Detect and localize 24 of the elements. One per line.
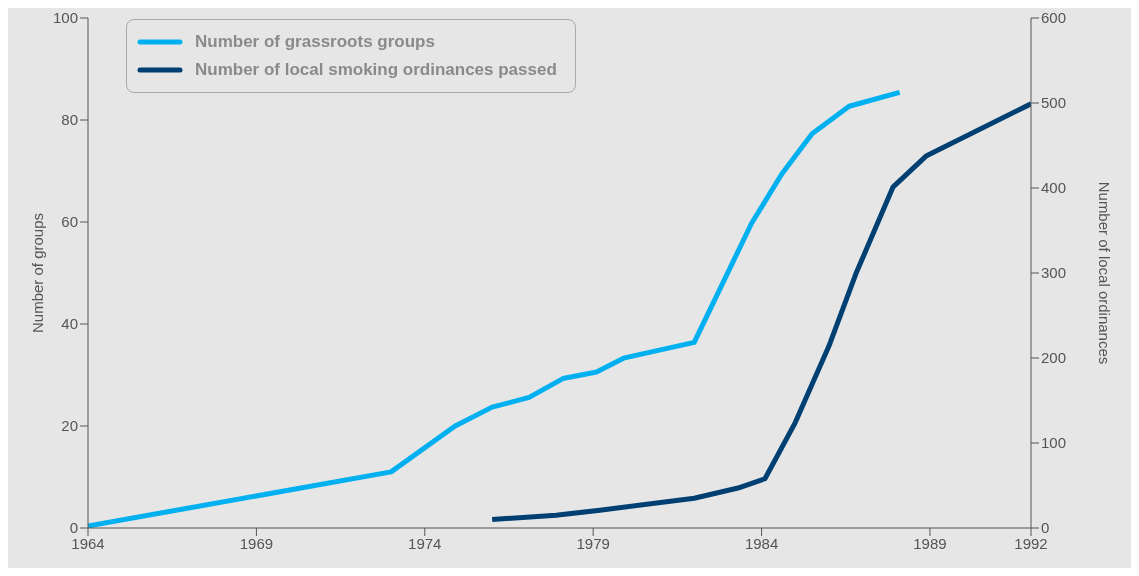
y2-tick-label: 300 <box>1041 264 1067 282</box>
y2-tick-label: 100 <box>1041 434 1067 452</box>
y2-tick-label: 500 <box>1041 94 1067 112</box>
y-tick-label: 100 <box>52 9 78 27</box>
y-tick-label: 20 <box>61 417 78 435</box>
y2-tick-label: 0 <box>1041 519 1050 537</box>
x-tick-label: 1989 <box>913 534 947 552</box>
x-tick-label: 1964 <box>71 534 105 552</box>
legend-label: Number of local smoking ordinances passed <box>195 60 557 80</box>
y-tick-label: 40 <box>61 315 78 333</box>
y-tick-label: 0 <box>69 519 78 537</box>
x-tick-label: 1984 <box>744 534 779 552</box>
legend-label: Number of grassroots groups <box>195 32 435 52</box>
y2-tick-label: 600 <box>1041 9 1067 27</box>
y2-tick-label: 200 <box>1041 349 1067 367</box>
x-tick-label: 1992 <box>1014 534 1048 552</box>
y2-tick-label: 400 <box>1041 179 1067 197</box>
x-tick-label: 1979 <box>576 534 610 552</box>
y-tick-label: 80 <box>61 111 78 129</box>
y-tick-label: 60 <box>61 213 78 231</box>
x-tick-label: 1969 <box>239 534 274 552</box>
y2-axis-title: Number of local ordinances <box>1095 181 1113 365</box>
x-tick-label: 1974 <box>408 534 442 552</box>
y-axis-title: Number of groups <box>29 212 47 334</box>
